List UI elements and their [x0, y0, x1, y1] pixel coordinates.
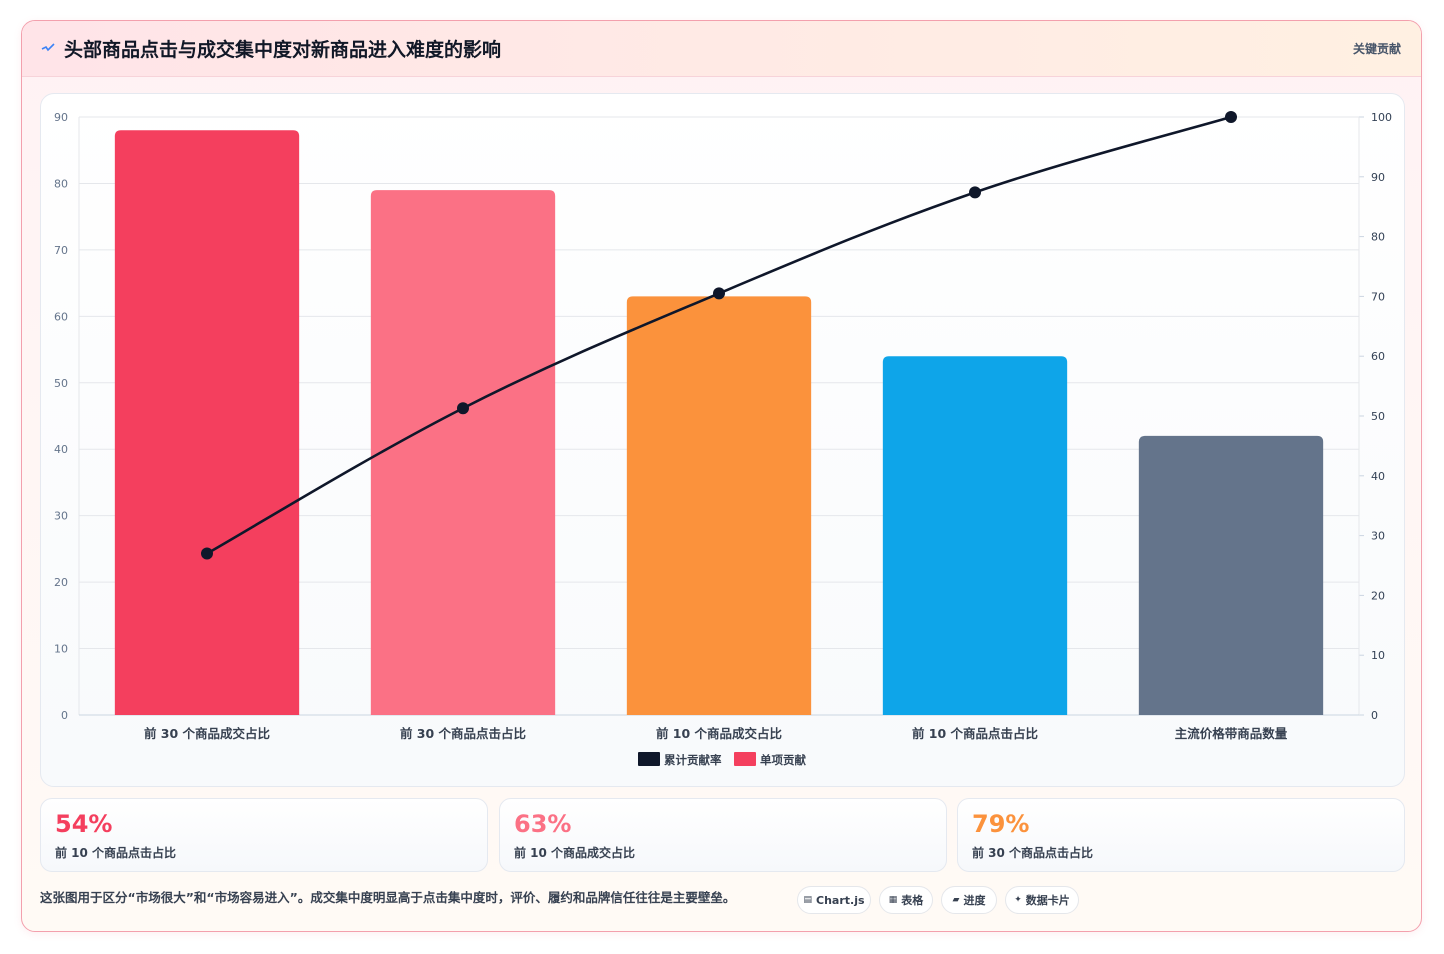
pill-table[interactable]: ▦ 表格 — [879, 886, 933, 914]
legend-label: 累计贡献率 — [664, 753, 722, 767]
chart-icon: ▤ — [803, 895, 812, 905]
kpi-label: 前 10 个商品点击占比 — [55, 846, 177, 860]
legend-swatch — [734, 752, 756, 766]
kpi-value: 63% — [514, 810, 572, 838]
sparkle-icon: ✦ — [1014, 895, 1022, 905]
y-left-tick-label: 20 — [54, 576, 68, 589]
bar — [626, 296, 812, 715]
x-tick-label: 前 30 个商品成交占比 — [144, 726, 271, 741]
kpi-card: 54% 前 10 个商品点击占比 — [40, 798, 488, 872]
y-left-tick-label: 40 — [54, 443, 68, 456]
y-left-tick-label: 70 — [54, 244, 68, 257]
chart-panel: 0 10 20 30 40 50 60 70 80 90 0 10 20 30 40 50 60 70 80 90 10… — [40, 93, 1405, 787]
bar — [114, 130, 300, 715]
kpi-label: 前 10 个商品成交占比 — [514, 846, 636, 860]
pill-label: 数据卡片 — [1025, 894, 1070, 907]
kpi-label: 前 30 个商品点击占比 — [972, 846, 1094, 860]
pill-label: 表格 — [901, 894, 924, 907]
x-tick-label: 前 10 个商品点击占比 — [912, 726, 1039, 741]
y-left-tick-label: 10 — [54, 643, 68, 656]
y-right-tick-label: 0 — [1371, 709, 1378, 722]
progress-icon: ▰ — [952, 895, 960, 905]
y-right-tick-label: 20 — [1371, 589, 1385, 602]
y-right-tick-label: 100 — [1371, 111, 1392, 124]
pulse-icon — [41, 43, 55, 52]
y-right-tick-label: 70 — [1371, 290, 1385, 303]
bar — [1138, 435, 1324, 715]
y-left-tick-label: 60 — [54, 310, 68, 323]
kpi-card: 79% 前 30 个商品点击占比 — [957, 798, 1405, 872]
line-point — [201, 547, 213, 560]
y-right-tick-label: 50 — [1371, 410, 1385, 423]
chart-note: 这张图用于区分“市场很大”和“市场容易进入”。成交集中度明显高于点击集中度时，评… — [40, 890, 736, 905]
line-point — [457, 402, 469, 415]
pill-label: 进度 — [963, 894, 986, 907]
page-title: 头部商品点击与成交集中度对新商品进入难度的影响 — [64, 39, 502, 61]
line-point — [1225, 111, 1237, 123]
y-right-tick-label: 60 — [1371, 350, 1385, 363]
x-tick-label: 前 30 个商品点击占比 — [400, 726, 527, 741]
y-left-tick-label: 50 — [54, 377, 68, 390]
y-right-tick-label: 30 — [1371, 530, 1385, 543]
line-point — [713, 287, 725, 300]
kpi-value: 54% — [55, 810, 113, 838]
pill-progress[interactable]: ▰ 进度 — [941, 886, 997, 914]
pill-data-card[interactable]: ✦ 数据卡片 — [1005, 886, 1079, 914]
pill-chartjs[interactable]: ▤ Chart.js — [797, 886, 871, 914]
legend-label: 单项贡献 — [760, 753, 806, 767]
x-tick-label: 前 10 个商品成交占比 — [656, 726, 783, 741]
report-card: 头部商品点击与成交集中度对新商品进入难度的影响 关键贡献 0 10 20 30 40 50… — [21, 20, 1422, 932]
bar — [370, 190, 556, 716]
pill-label: Chart.js — [816, 893, 865, 907]
y-left-tick-label: 90 — [54, 111, 68, 124]
table-icon: ▦ — [888, 895, 898, 905]
y-right-tick-label: 10 — [1371, 649, 1385, 662]
combo-chart: 0 10 20 30 40 50 60 70 80 90 0 10 20 30 40 50 60 70 80 90 10… — [54, 111, 1392, 767]
y-right-tick-label: 90 — [1371, 171, 1385, 184]
card-header: 头部商品点击与成交集中度对新商品进入难度的影响 关键贡献 — [22, 21, 1421, 77]
y-left-tick-label: 0 — [61, 709, 68, 722]
header-tag: 关键贡献 — [1352, 42, 1401, 56]
line-point — [969, 186, 981, 199]
y-right-tick-label: 40 — [1371, 470, 1385, 483]
kpi-value: 79% — [972, 810, 1030, 838]
y-left-tick-label: 30 — [54, 510, 68, 523]
kpi-card: 63% 前 10 个商品成交占比 — [499, 798, 947, 872]
y-left-tick-label: 80 — [54, 177, 68, 190]
y-right-tick-label: 80 — [1371, 231, 1385, 244]
x-tick-label: 主流价格带商品数量 — [1175, 726, 1288, 741]
bar — [882, 356, 1068, 715]
legend-swatch — [638, 752, 660, 766]
